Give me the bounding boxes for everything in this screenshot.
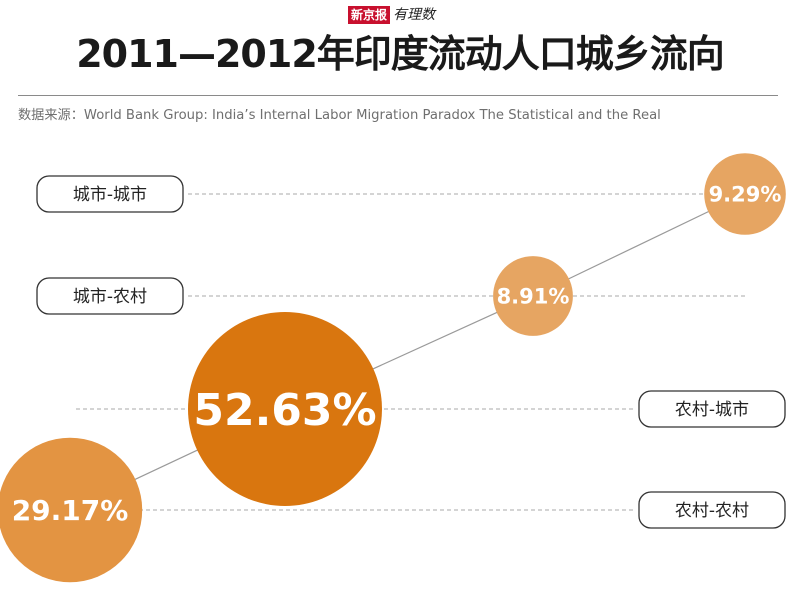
bubble (0, 437, 143, 583)
category-label-box (36, 175, 184, 213)
title-divider (18, 95, 778, 96)
category-label: 城市-城市 (73, 185, 147, 205)
category-label-box (638, 491, 786, 529)
category-label: 城市-农村 (73, 287, 147, 307)
trend-line (69, 193, 746, 511)
data-source: 数据来源：World Bank Group: India’s Internal … (18, 108, 661, 123)
page-title: 2011—2012年印度流动人口城乡流向 (76, 32, 725, 76)
value-label: 8.91% (497, 285, 570, 309)
category-label: 农村-农村 (675, 501, 749, 521)
value-label: 9.29% (709, 183, 782, 207)
category-label-box (36, 277, 184, 315)
value-label: 29.17% (12, 494, 129, 527)
value-label: 52.63% (193, 385, 376, 436)
category-label: 农村-城市 (675, 400, 749, 420)
brand-box: 新京报 (348, 6, 391, 24)
brand-logo: 新京报 有理数 (348, 6, 435, 24)
bubble (188, 312, 382, 506)
bubble (493, 256, 573, 336)
brand-script: 有理数 (393, 7, 436, 23)
category-label-box (638, 390, 786, 428)
bubble (704, 153, 786, 235)
